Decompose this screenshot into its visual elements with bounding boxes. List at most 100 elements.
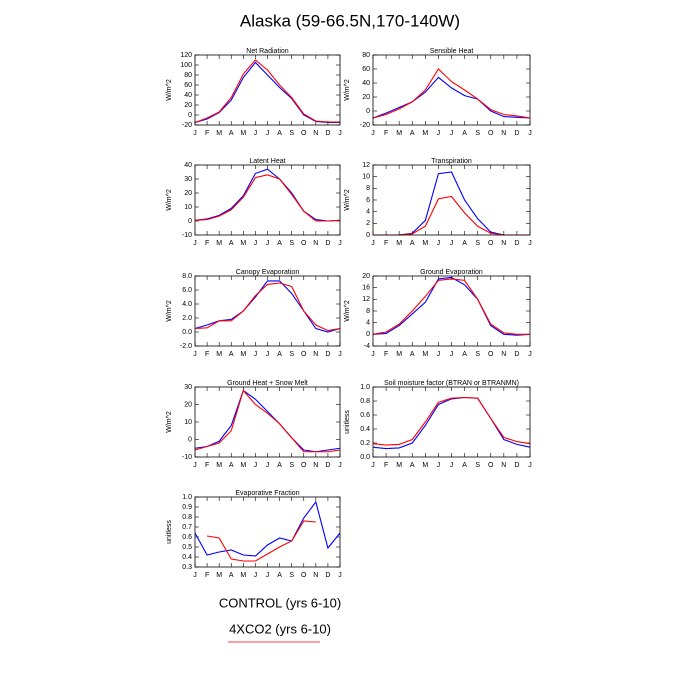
y-tick-label: 6 bbox=[366, 197, 370, 204]
y-tick-label: 0.6 bbox=[360, 412, 370, 419]
panel-title: Sensible Heat bbox=[430, 48, 474, 55]
panel-title: Transpiration bbox=[431, 158, 472, 165]
x-tick-label: O bbox=[301, 130, 307, 137]
plot-frame bbox=[194, 386, 341, 458]
x-tick-label: S bbox=[475, 130, 480, 137]
x-tick-label: O bbox=[301, 572, 307, 579]
x-tick-label: D bbox=[325, 572, 330, 579]
x-tick-label: A bbox=[410, 462, 415, 469]
x-tick-label: J bbox=[450, 130, 454, 137]
y-tick-label: -10 bbox=[182, 454, 192, 461]
y-tick-label: 0.0 bbox=[182, 329, 192, 336]
plot-frame bbox=[194, 275, 341, 347]
x-tick-label: M bbox=[216, 130, 222, 137]
x-tick-label: N bbox=[501, 130, 506, 137]
y-tick-label: 0.2 bbox=[360, 440, 370, 447]
x-tick-label: S bbox=[289, 240, 294, 247]
x-tick-label: O bbox=[301, 240, 307, 247]
y-tick-label: 0 bbox=[188, 436, 192, 443]
x-tick-label: J bbox=[371, 240, 375, 247]
x-tick-label: A bbox=[462, 240, 467, 247]
y-tick-label: -2.0 bbox=[180, 343, 192, 350]
y-tick-label: 0 bbox=[366, 331, 370, 338]
y-axis-label: unitless bbox=[166, 520, 173, 544]
series-line bbox=[194, 389, 341, 453]
x-tick-label: J bbox=[266, 462, 270, 469]
y-tick-label: -10 bbox=[182, 232, 192, 239]
y-tick-label: 60 bbox=[184, 82, 192, 89]
y-axis-label: unitless bbox=[344, 410, 351, 434]
panel-title: Net Radiation bbox=[246, 48, 289, 55]
x-tick-label: M bbox=[216, 351, 222, 358]
plot-frame bbox=[194, 496, 341, 568]
x-tick-label: S bbox=[475, 462, 480, 469]
x-tick-label: D bbox=[325, 351, 330, 358]
x-tick-label: J bbox=[338, 351, 342, 358]
y-tick-label: 80 bbox=[184, 72, 192, 79]
x-tick-label: J bbox=[437, 240, 441, 247]
x-tick-label: M bbox=[240, 351, 246, 358]
panel-title: Ground Heat + Snow Melt bbox=[227, 380, 308, 387]
x-tick-label: J bbox=[338, 240, 342, 247]
y-tick-label: 0.0 bbox=[360, 454, 370, 461]
x-tick-label: J bbox=[193, 351, 197, 358]
figure-title: Alaska (59-66.5N,170-140W) bbox=[240, 11, 460, 30]
x-tick-label: S bbox=[289, 572, 294, 579]
x-tick-label: J bbox=[266, 351, 270, 358]
legend-label: 4XCO2 (yrs 6-10) bbox=[229, 621, 331, 636]
x-tick-label: D bbox=[514, 130, 519, 137]
panel-title: Ground Evaporation bbox=[420, 269, 483, 276]
x-tick-label: J bbox=[437, 130, 441, 137]
y-tick-label: 120 bbox=[180, 52, 192, 59]
y-axis-label: W/m^2 bbox=[166, 189, 173, 211]
x-tick-label: A bbox=[410, 351, 415, 358]
x-tick-label: J bbox=[254, 572, 258, 579]
x-tick-label: M bbox=[422, 351, 428, 358]
x-tick-label: J bbox=[193, 240, 197, 247]
x-tick-label: O bbox=[488, 130, 494, 137]
y-tick-label: 0 bbox=[366, 232, 370, 239]
y-tick-label: 30 bbox=[184, 176, 192, 183]
y-tick-label: -4 bbox=[364, 343, 370, 350]
plot-frame bbox=[372, 54, 531, 126]
y-tick-label: 2.0 bbox=[182, 315, 192, 322]
y-tick-label: 20 bbox=[184, 190, 192, 197]
legend-label: CONTROL (yrs 6-10) bbox=[219, 595, 341, 610]
x-tick-label: A bbox=[462, 462, 467, 469]
series-line bbox=[372, 276, 531, 336]
x-tick-label: M bbox=[396, 462, 402, 469]
y-tick-label: 6.0 bbox=[182, 287, 192, 294]
series-line bbox=[194, 59, 340, 124]
x-tick-label: M bbox=[240, 572, 246, 579]
x-tick-label: A bbox=[229, 240, 234, 247]
x-tick-label: N bbox=[313, 240, 318, 247]
panel-title: Canopy Evaporation bbox=[236, 269, 300, 276]
y-tick-label: 20 bbox=[184, 102, 192, 109]
x-tick-label: F bbox=[205, 462, 209, 469]
x-tick-label: S bbox=[289, 351, 294, 358]
series-line bbox=[194, 282, 341, 332]
x-tick-label: A bbox=[229, 351, 234, 358]
x-tick-label: M bbox=[422, 130, 428, 137]
x-tick-label: F bbox=[384, 240, 388, 247]
y-tick-label: 0.3 bbox=[182, 564, 192, 571]
y-tick-label: 8.0 bbox=[182, 273, 192, 280]
y-tick-label: 0.4 bbox=[360, 426, 370, 433]
y-tick-label: 40 bbox=[362, 80, 370, 87]
panel-title: Evaporative Fraction bbox=[235, 490, 299, 497]
series-line bbox=[373, 195, 530, 236]
x-tick-label: N bbox=[313, 462, 318, 469]
x-tick-label: M bbox=[240, 240, 246, 247]
x-tick-label: A bbox=[462, 351, 467, 358]
series-line bbox=[194, 280, 341, 333]
x-tick-label: A bbox=[410, 130, 415, 137]
x-tick-label: M bbox=[240, 462, 246, 469]
x-tick-label: O bbox=[488, 351, 494, 358]
y-axis-label: W/m^2 bbox=[166, 79, 173, 101]
x-tick-label: S bbox=[475, 240, 480, 247]
y-tick-label: 0.5 bbox=[182, 544, 192, 551]
x-tick-label: D bbox=[325, 462, 330, 469]
x-tick-label: D bbox=[514, 351, 519, 358]
series-line bbox=[372, 396, 531, 446]
